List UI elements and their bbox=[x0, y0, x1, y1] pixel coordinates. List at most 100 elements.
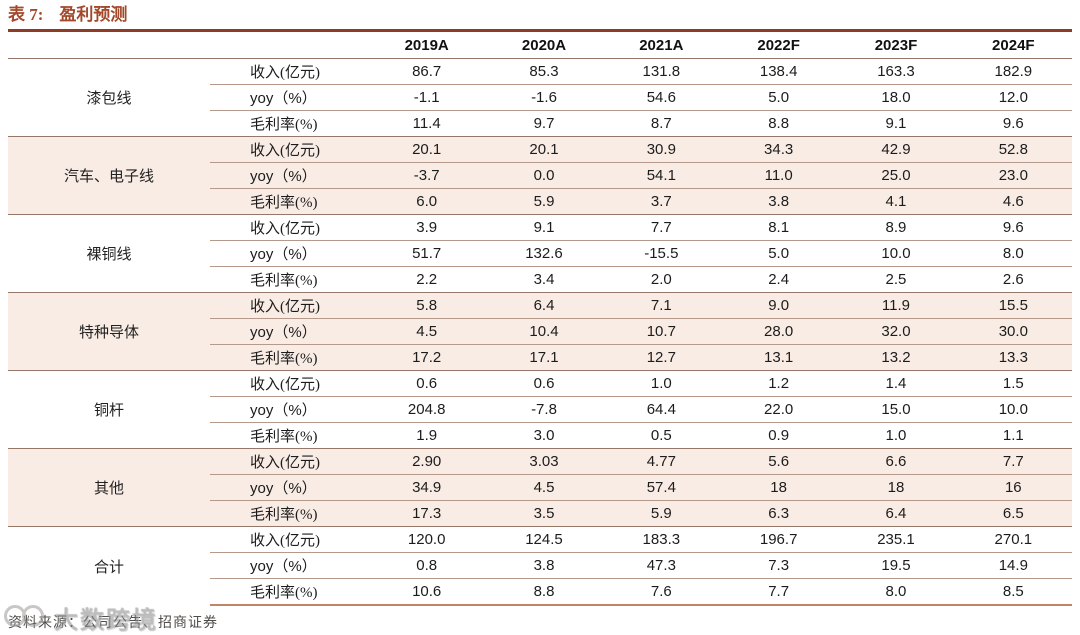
cell-value: 14.9 bbox=[954, 552, 1072, 579]
cell-value: 1.1 bbox=[954, 422, 1072, 449]
cell-value: -1.1 bbox=[368, 84, 486, 111]
cell-value: 11.4 bbox=[368, 110, 486, 137]
group-label: 汽车、电子线 bbox=[8, 136, 210, 215]
table-row: 毛利率(%) 10.6 8.8 7.6 7.7 8.0 8.5 bbox=[8, 578, 1072, 606]
cell-value: 12.0 bbox=[954, 84, 1072, 111]
cell-value: 6.5 bbox=[954, 500, 1072, 527]
cell-value: 1.9 bbox=[368, 422, 486, 449]
metric-label: yoy（%） bbox=[210, 162, 368, 189]
cell-value: 124.5 bbox=[485, 526, 603, 553]
cell-value: 5.9 bbox=[485, 188, 603, 215]
cell-value: 20.1 bbox=[485, 136, 603, 163]
source-note: 资料来源：公司公告、招商证券 bbox=[8, 616, 218, 631]
cell-value: 11.0 bbox=[719, 162, 838, 189]
cell-value: 12.7 bbox=[602, 344, 720, 371]
cell-value: 9.1 bbox=[837, 110, 955, 137]
metric-label: 收入(亿元) bbox=[210, 58, 368, 85]
cell-value: 85.3 bbox=[485, 58, 603, 85]
table-caption-title: 盈利预测 bbox=[59, 5, 128, 24]
cell-value: 183.3 bbox=[602, 526, 720, 553]
column-header-2019A: 2019A bbox=[368, 32, 486, 59]
cell-value: 9.7 bbox=[485, 110, 603, 137]
cell-value: 120.0 bbox=[368, 526, 486, 553]
metric-label: 毛利率(%) bbox=[210, 500, 368, 527]
cell-value: 17.1 bbox=[485, 344, 603, 371]
cell-value: 3.5 bbox=[485, 500, 603, 527]
cell-value: 28.0 bbox=[719, 318, 838, 345]
table-body: 漆包线 收入(亿元) 86.7 85.3 131.8 138.4 163.3 182.9 yoy… bbox=[8, 58, 1072, 606]
cell-value: 8.7 bbox=[602, 110, 720, 137]
cell-value: 8.8 bbox=[719, 110, 838, 137]
cell-value: 13.1 bbox=[719, 344, 838, 371]
column-header-2020A: 2020A bbox=[485, 32, 603, 59]
cell-value: -15.5 bbox=[602, 240, 720, 267]
cell-value: 10.0 bbox=[837, 240, 955, 267]
cell-value: 30.9 bbox=[602, 136, 720, 163]
group-label: 合计 bbox=[8, 526, 210, 605]
cell-value: 8.0 bbox=[954, 240, 1072, 267]
table-row: 特种导体 收入(亿元) 5.8 6.4 7.1 9.0 11.9 15.5 bbox=[8, 292, 1072, 371]
table-caption-number: 表 7: bbox=[8, 5, 44, 24]
cell-value: 18 bbox=[719, 474, 838, 501]
metric-label: 收入(亿元) bbox=[210, 370, 368, 397]
table-row: yoy（%） 4.5 10.4 10.7 28.0 32.0 30.0 bbox=[8, 318, 1072, 345]
cell-value: 270.1 bbox=[954, 526, 1072, 553]
metric-label: 毛利率(%) bbox=[210, 422, 368, 449]
cell-value: 25.0 bbox=[837, 162, 955, 189]
table-row: yoy（%） -1.1 -1.6 54.6 5.0 18.0 12.0 bbox=[8, 84, 1072, 111]
cell-value: 3.03 bbox=[485, 448, 603, 475]
cell-value: 6.0 bbox=[368, 188, 486, 215]
metric-label: 收入(亿元) bbox=[210, 214, 368, 241]
table-row: 汽车、电子线 收入(亿元) 20.1 20.1 30.9 34.3 42.9 52.8 bbox=[8, 136, 1072, 215]
metric-label: 毛利率(%) bbox=[210, 110, 368, 137]
cell-value: 18 bbox=[837, 474, 955, 501]
cell-value: 7.6 bbox=[602, 578, 720, 606]
table-row: yoy（%） 51.7 132.6 -15.5 5.0 10.0 8.0 bbox=[8, 240, 1072, 267]
cell-value: 196.7 bbox=[719, 526, 838, 553]
cell-value: 0.8 bbox=[368, 552, 486, 579]
cell-value: 9.6 bbox=[954, 214, 1072, 241]
cell-value: 2.5 bbox=[837, 266, 955, 293]
cell-value: 8.5 bbox=[954, 578, 1072, 606]
cell-value: 7.7 bbox=[954, 448, 1072, 475]
cell-value: 2.0 bbox=[602, 266, 720, 293]
cell-value: 7.3 bbox=[719, 552, 838, 579]
cell-value: 34.9 bbox=[368, 474, 486, 501]
cell-value: 3.0 bbox=[485, 422, 603, 449]
table-caption: 表 7: 盈利预测 bbox=[8, 4, 1072, 26]
cell-value: 138.4 bbox=[719, 58, 838, 85]
cell-value: 8.0 bbox=[837, 578, 955, 606]
cell-value: 163.3 bbox=[837, 58, 955, 85]
cell-value: 3.8 bbox=[719, 188, 838, 215]
cell-value: 0.6 bbox=[485, 370, 603, 397]
table-row: 毛利率(%) 11.4 9.7 8.7 8.8 9.1 9.6 bbox=[8, 110, 1072, 137]
cell-value: 17.3 bbox=[368, 500, 486, 527]
metric-label: 收入(亿元) bbox=[210, 448, 368, 475]
cell-value: 131.8 bbox=[602, 58, 720, 85]
group-label: 铜杆 bbox=[8, 370, 210, 449]
cell-value: 54.1 bbox=[602, 162, 720, 189]
table-row: 毛利率(%) 17.2 17.1 12.7 13.1 13.2 13.3 bbox=[8, 344, 1072, 371]
cell-value: -3.7 bbox=[368, 162, 486, 189]
column-header-2022F: 2022F bbox=[719, 32, 838, 59]
cell-value: 20.1 bbox=[368, 136, 486, 163]
table-row: 裸铜线 收入(亿元) 3.9 9.1 7.7 8.1 8.9 9.6 bbox=[8, 214, 1072, 293]
cell-value: 1.0 bbox=[837, 422, 955, 449]
cell-value: 15.5 bbox=[954, 292, 1072, 319]
cell-value: 2.4 bbox=[719, 266, 838, 293]
cell-value: 7.7 bbox=[602, 214, 720, 241]
column-header-2023F: 2023F bbox=[837, 32, 955, 59]
group-column-header bbox=[8, 32, 210, 59]
cell-value: 3.8 bbox=[485, 552, 603, 579]
table-row: 漆包线 收入(亿元) 86.7 85.3 131.8 138.4 163.3 182.9 bbox=[8, 58, 1072, 137]
cell-value: 3.7 bbox=[602, 188, 720, 215]
cell-value: 204.8 bbox=[368, 396, 486, 423]
table-header-row: 2019A 2020A 2021A 2022F 2023F 2024F bbox=[8, 32, 1072, 59]
cell-value: 9.1 bbox=[485, 214, 603, 241]
metric-label: 毛利率(%) bbox=[210, 188, 368, 215]
metric-label: 毛利率(%) bbox=[210, 344, 368, 371]
table-row: 铜杆 收入(亿元) 0.6 0.6 1.0 1.2 1.4 1.5 bbox=[8, 370, 1072, 449]
metric-label: 收入(亿元) bbox=[210, 292, 368, 319]
table-row: yoy（%） -3.7 0.0 54.1 11.0 25.0 23.0 bbox=[8, 162, 1072, 189]
cell-value: 0.0 bbox=[485, 162, 603, 189]
